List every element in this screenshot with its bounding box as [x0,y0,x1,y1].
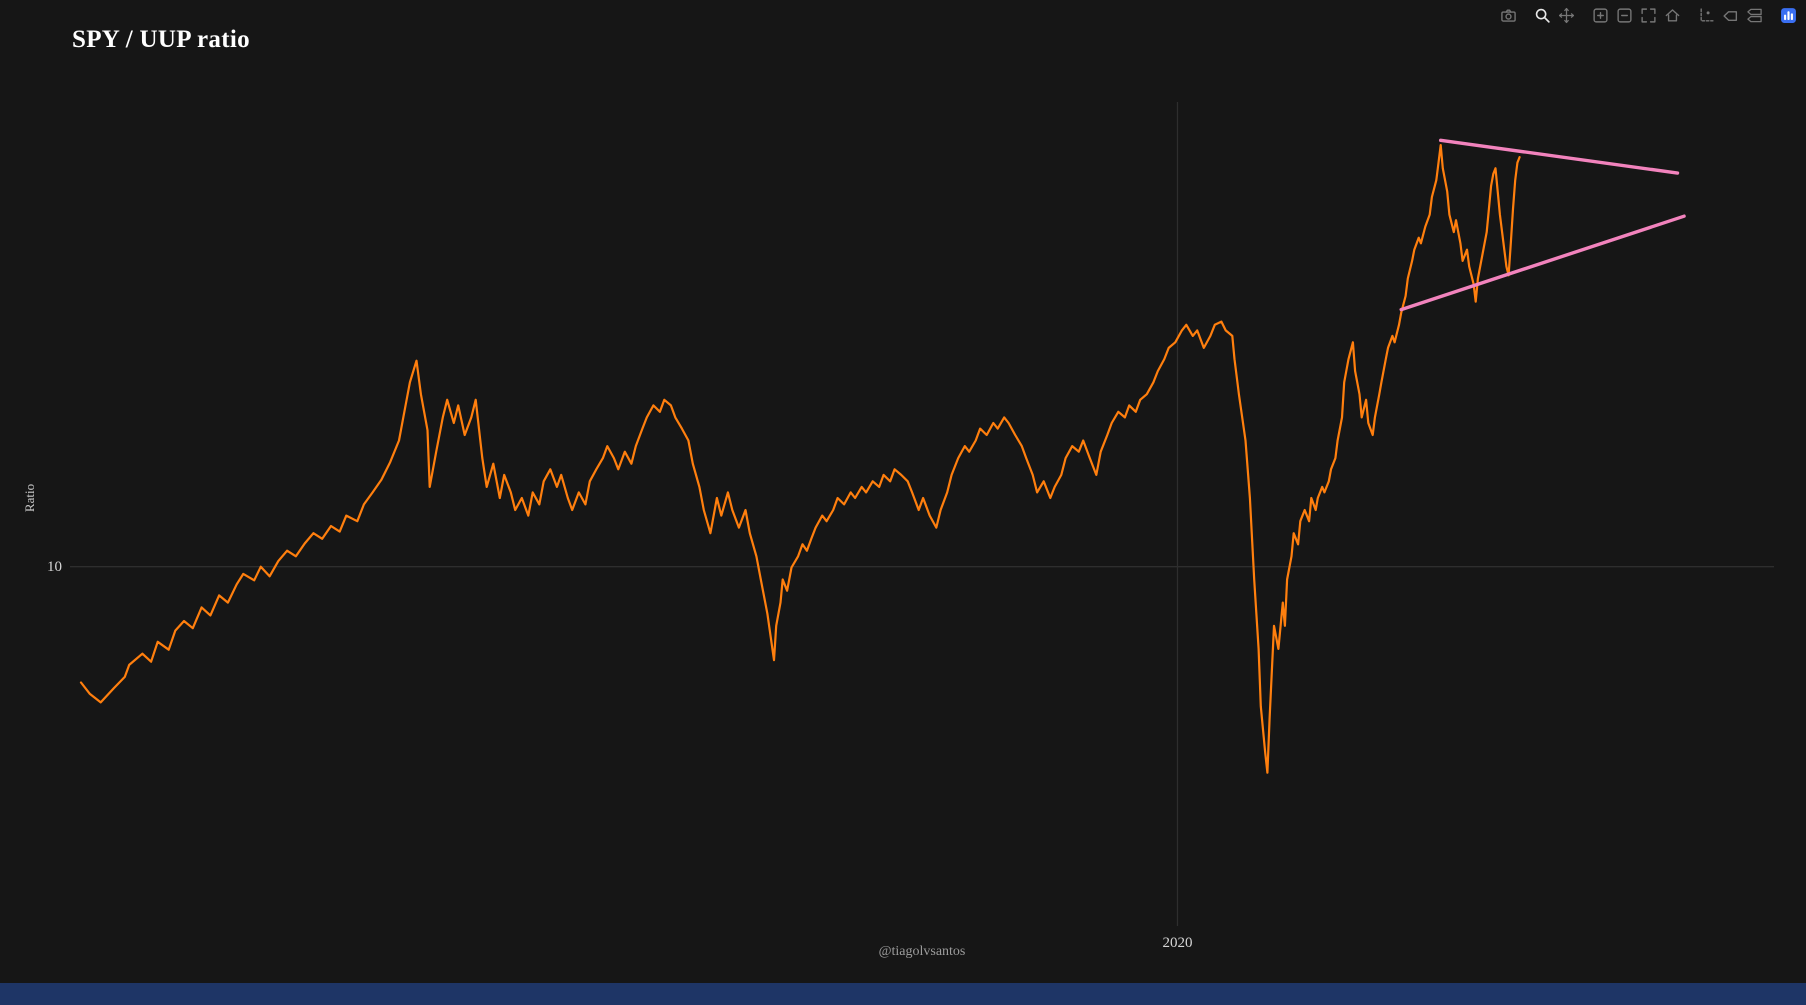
x-tick-label: 2020 [1162,935,1193,951]
modebar-download-button[interactable] [1496,4,1520,26]
modebar-pan-button[interactable] [1554,4,1578,26]
modebar-autoscale-button[interactable] [1636,4,1660,26]
y-tick-label: 10 [47,558,62,575]
modebar-hover-closest-button[interactable] [1718,4,1742,26]
ratio-line-series [79,144,1521,774]
watermark: @tiagolvsantos [878,944,966,959]
modebar-zoom-in-button[interactable] [1588,4,1612,26]
y-axis-label: Ratio [22,483,37,513]
home-icon [1665,8,1679,22]
hover-compare-tags-icon [1746,8,1762,22]
pennant-upper-trendline [1438,138,1680,175]
magnifier-zoom-icon [1535,8,1550,23]
pennant-lower-trendline [1399,214,1686,312]
spike-lines-icon [1699,7,1714,22]
pan-arrows-icon [1558,7,1574,23]
chart-title: SPY / UUP ratio [72,26,250,53]
plotly-logo-icon [1780,7,1796,23]
hover-closest-tag-icon [1722,10,1737,21]
modebar-zoom-out-button[interactable] [1612,4,1636,26]
modebar-hover-compare-button[interactable] [1742,4,1766,26]
modebar [1496,4,1800,26]
zoom-in-icon [1592,7,1608,23]
autoscale-expand-icon [1640,7,1656,23]
bottom-bar [0,983,1806,1005]
camera-icon [1500,8,1516,22]
modebar-plotly-logo-button[interactable] [1776,4,1800,26]
modebar-spike-lines-button[interactable] [1694,4,1718,26]
zoom-out-icon [1616,7,1632,23]
modebar-zoom-button[interactable] [1530,4,1554,26]
modebar-reset-axes-button[interactable] [1660,4,1684,26]
